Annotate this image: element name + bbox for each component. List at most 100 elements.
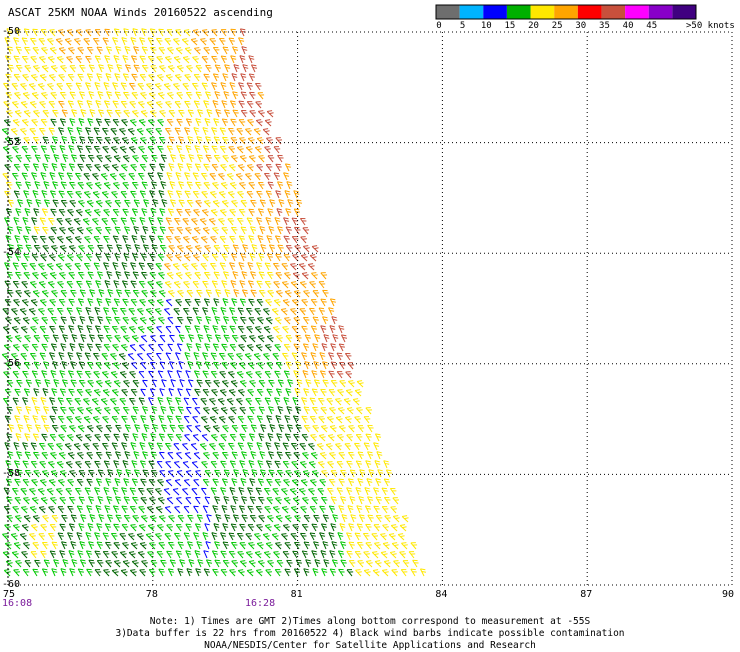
wind-barb	[246, 531, 254, 540]
wind-barb	[345, 351, 353, 360]
wind-barb	[57, 55, 66, 63]
wind-barb	[214, 153, 222, 162]
wind-barb	[288, 198, 295, 207]
wind-barb	[116, 423, 124, 432]
wind-barb	[80, 540, 87, 549]
wind-barb	[230, 405, 238, 414]
scale-bin-6	[578, 5, 602, 19]
wind-barb	[332, 540, 339, 549]
wind-barb	[112, 568, 121, 576]
wind-barb	[205, 360, 212, 369]
wind-barb	[20, 532, 29, 540]
wind-barb	[32, 117, 40, 126]
wind-barb	[225, 288, 232, 297]
wind-barb	[66, 54, 74, 63]
wind-barb	[283, 441, 290, 450]
wind-barb	[59, 46, 68, 54]
wind-barb	[196, 198, 204, 207]
wind-barb	[117, 63, 124, 72]
wind-barb	[382, 568, 390, 576]
wind-barb	[191, 442, 200, 450]
wind-barb	[189, 558, 196, 567]
wind-barb	[114, 559, 122, 567]
wind-barb	[97, 558, 105, 567]
wind-barb	[78, 270, 86, 279]
wind-barb	[50, 549, 57, 558]
wind-barb	[78, 180, 86, 189]
wind-barb	[306, 558, 313, 567]
wind-barb	[233, 513, 240, 522]
wind-barb	[97, 153, 105, 162]
wind-barb	[365, 504, 372, 513]
wind-barb	[150, 162, 158, 171]
wind-barb	[269, 378, 277, 387]
wind-barb	[222, 99, 229, 108]
wind-barb	[294, 469, 303, 477]
wind-barb	[24, 109, 33, 117]
wind-barb	[78, 99, 85, 108]
wind-barb	[218, 216, 226, 225]
wind-barb	[356, 432, 364, 441]
wind-barb	[349, 423, 357, 432]
wind-barb	[23, 567, 31, 576]
wind-barb	[215, 540, 222, 549]
wind-barb	[203, 144, 210, 153]
wind-barb	[328, 459, 336, 468]
wind-barb	[12, 171, 20, 180]
wind-barb	[158, 369, 165, 378]
wind-barb	[212, 406, 221, 414]
wind-barb	[276, 270, 284, 279]
wind-barb	[159, 27, 167, 36]
wind-barb	[53, 198, 61, 207]
wind-barb	[132, 559, 141, 567]
wind-barb	[36, 198, 43, 207]
wind-barb	[360, 468, 367, 477]
wind-barb	[149, 441, 156, 450]
wind-barb	[157, 549, 165, 558]
wind-barb	[26, 405, 33, 414]
wind-barb	[186, 495, 194, 504]
wind-barb	[257, 414, 264, 423]
wind-barb	[268, 180, 275, 189]
wind-barb	[205, 342, 212, 351]
wind-barb	[215, 333, 222, 342]
wind-barb	[246, 550, 255, 558]
wind-barb	[45, 153, 52, 162]
wind-barb	[116, 513, 124, 522]
wind-barb	[368, 513, 376, 522]
wind-barb	[58, 396, 65, 405]
wind-barb	[258, 495, 266, 504]
wind-barb	[279, 423, 286, 432]
wind-barb	[111, 145, 119, 153]
wind-barb	[68, 531, 75, 540]
wind-barb	[269, 243, 276, 252]
wind-barb	[186, 469, 195, 477]
wind-barb	[202, 459, 210, 468]
wind-barb	[115, 90, 122, 99]
wind-barb	[196, 567, 203, 576]
wind-barb	[5, 297, 13, 306]
wind-barb	[377, 450, 384, 459]
wind-barb	[213, 360, 221, 369]
wind-barb	[368, 423, 376, 432]
wind-barb	[51, 117, 59, 126]
wind-barb	[228, 441, 236, 450]
wind-barb	[303, 469, 312, 477]
wind-barb	[155, 82, 164, 90]
wind-barb	[23, 72, 31, 81]
wind-barb	[193, 433, 202, 441]
wind-barb	[258, 109, 266, 117]
wind-barb	[95, 459, 103, 468]
wind-barb	[196, 117, 203, 126]
wind-barb	[258, 334, 267, 342]
wind-barb	[227, 172, 236, 180]
wind-barb	[56, 486, 64, 495]
note-line-1: Note: 1) Times are GMT 2)Times along bot…	[0, 616, 740, 628]
wind-barb	[251, 423, 258, 432]
wind-barb	[312, 549, 319, 558]
wind-barb	[222, 117, 229, 126]
wind-barb	[323, 378, 331, 387]
wind-barb	[110, 396, 118, 405]
wind-barb	[265, 261, 272, 270]
wind-barb	[132, 109, 140, 117]
